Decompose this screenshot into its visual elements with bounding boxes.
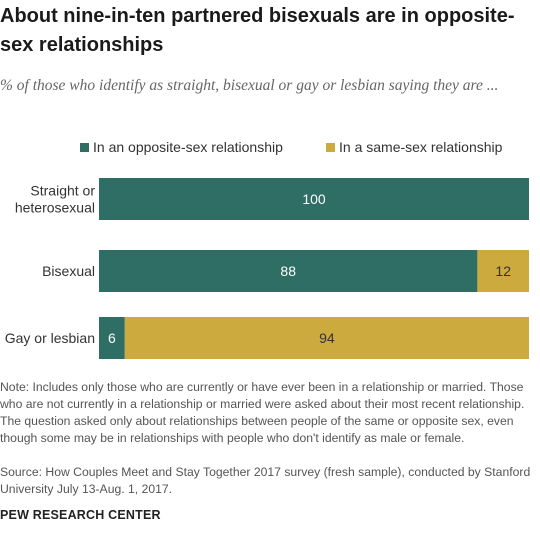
bar-gay-or-lesbian-same-sex	[124, 317, 530, 359]
category-label-gay-or-lesbian: Gay or lesbian	[5, 330, 95, 346]
chart-source: Source: How Couples Meet and Stay Togeth…	[0, 465, 531, 496]
bar-bisexual-same-sex	[477, 250, 529, 292]
category-label-straight-or-heterosexual: Straight or	[30, 183, 95, 199]
chart-note: Note: Includes only those who are curren…	[0, 380, 525, 445]
brand-logo-text: PEW RESEARCH CENTER	[0, 508, 161, 522]
legend-label-opposite-sex: In an opposite-sex relationship	[93, 139, 283, 155]
data-label-gay-or-lesbian-opposite-sex: 6	[108, 330, 116, 346]
legend-swatch-same-sex	[326, 142, 335, 152]
data-label-bisexual-same-sex: 12	[495, 263, 511, 279]
bar-straight-or-heterosexual-opposite-sex	[99, 178, 529, 220]
legend-label-same-sex: In a same-sex relationship	[339, 139, 503, 155]
chart-subtitle: % of those who identify as straight, bis…	[0, 77, 499, 94]
legend-swatch-opposite-sex	[80, 142, 89, 152]
bar-bisexual-opposite-sex	[99, 250, 478, 292]
data-label-bisexual-opposite-sex: 88	[280, 263, 296, 279]
category-label-bisexual: Bisexual	[42, 263, 95, 279]
data-label-straight-or-heterosexual-opposite-sex: 100	[302, 191, 326, 207]
legend-item-same-sex: In a same-sex relationship	[326, 139, 502, 155]
bar-gay-or-lesbian-opposite-sex	[99, 317, 125, 359]
legend-item-opposite-sex: In an opposite-sex relationship	[80, 139, 283, 155]
category-label-straight-or-heterosexual: heterosexual	[15, 200, 95, 216]
data-label-gay-or-lesbian-same-sex: 94	[319, 330, 335, 346]
chart-legend: In an opposite-sex relationship In a sam…	[0, 139, 540, 159]
chart-title: About nine-in-ten partnered bisexuals ar…	[0, 5, 515, 56]
